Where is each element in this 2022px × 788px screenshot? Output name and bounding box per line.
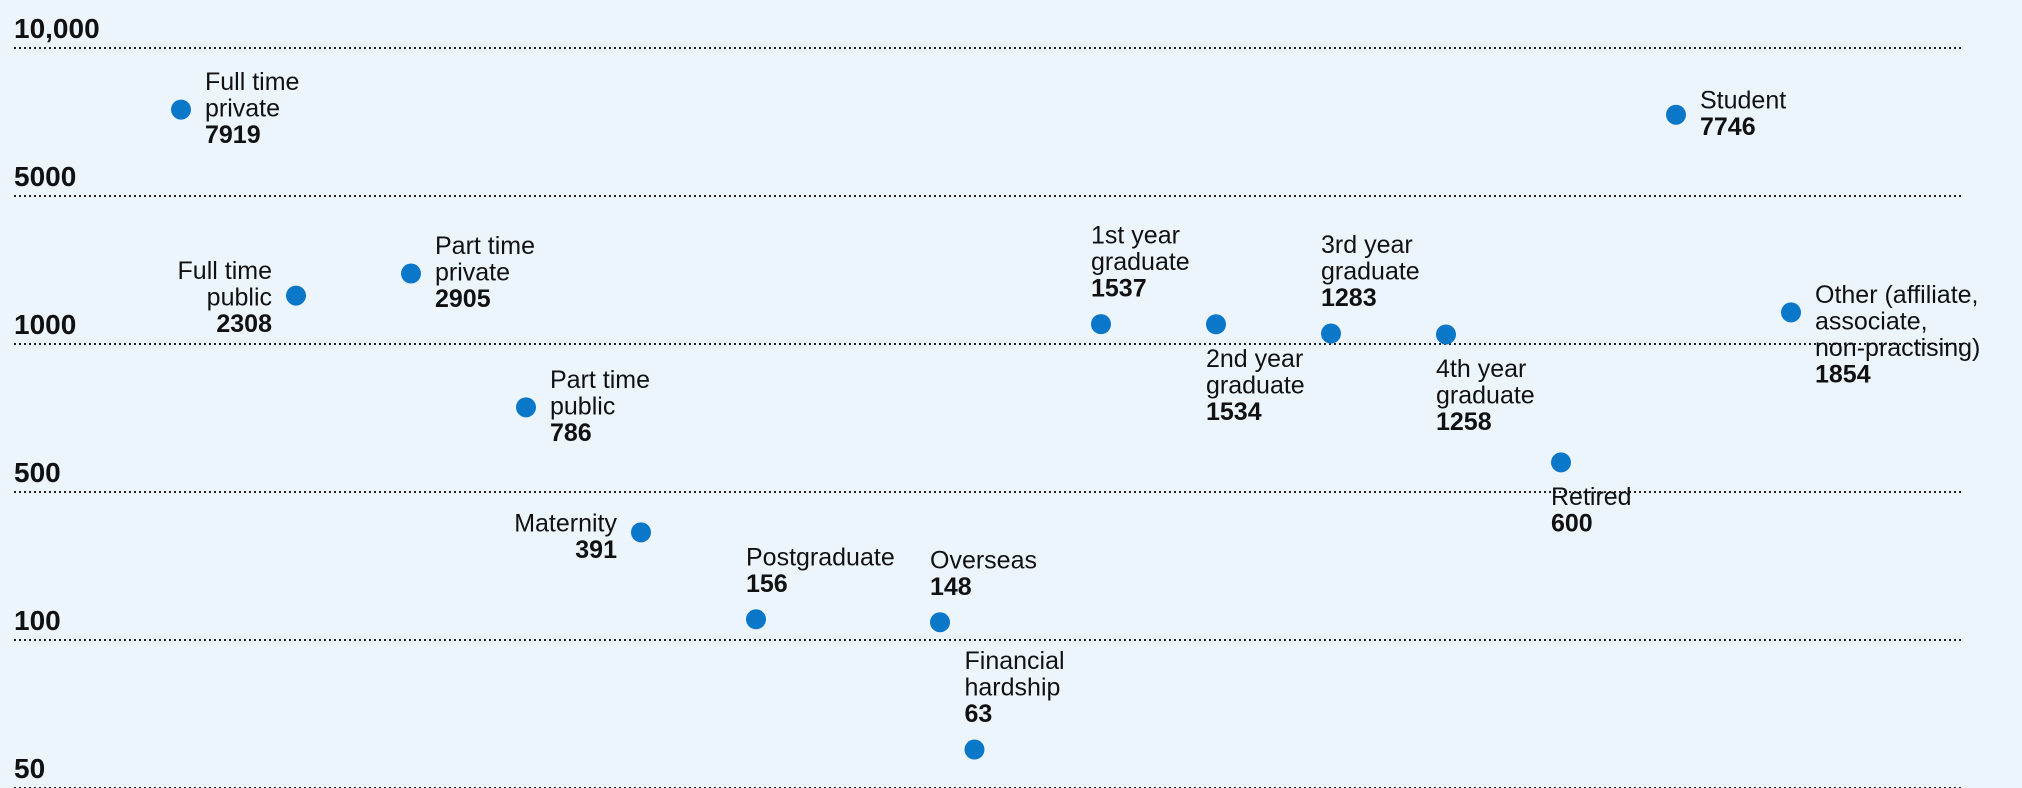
dot bbox=[1206, 314, 1226, 335]
dot bbox=[1091, 314, 1111, 335]
y-tick-label: 5000 bbox=[14, 161, 76, 192]
point-label: Retired bbox=[1551, 483, 1632, 511]
value-label: 156 bbox=[746, 570, 788, 598]
point-label: private bbox=[435, 259, 510, 287]
point-label: Other (affiliate, bbox=[1815, 281, 1979, 309]
value-label: 2905 bbox=[435, 285, 491, 313]
point-label: Part time bbox=[550, 366, 650, 394]
point-label: 4th year bbox=[1436, 355, 1526, 383]
value-label: 1258 bbox=[1436, 408, 1492, 436]
dot bbox=[1551, 452, 1571, 473]
dot bbox=[930, 612, 950, 633]
point-label: associate, bbox=[1815, 308, 1928, 336]
dot bbox=[516, 397, 536, 418]
y-tick-label: 50 bbox=[14, 753, 45, 784]
dot bbox=[964, 739, 985, 760]
point-label: 1st year bbox=[1091, 222, 1180, 250]
value-label: 63 bbox=[965, 700, 993, 728]
point-label: graduate bbox=[1436, 382, 1535, 410]
point-label: Postgraduate bbox=[746, 543, 895, 571]
point-label: private bbox=[205, 95, 280, 123]
y-tick-label: 100 bbox=[14, 605, 61, 636]
value-label: 7746 bbox=[1700, 113, 1756, 141]
value-label: 1283 bbox=[1321, 284, 1377, 312]
value-label: 786 bbox=[550, 419, 592, 447]
dot bbox=[631, 522, 651, 543]
point-label: non-practising) bbox=[1815, 334, 1980, 362]
y-tick-label: 500 bbox=[14, 457, 61, 488]
point-label: 3rd year bbox=[1321, 231, 1413, 259]
y-tick-label: 10,000 bbox=[14, 13, 100, 44]
value-label: 148 bbox=[930, 573, 972, 601]
point-label: Maternity bbox=[514, 509, 617, 537]
point-label: Full time bbox=[205, 68, 299, 96]
point-label: public bbox=[550, 392, 615, 420]
dot bbox=[1436, 324, 1456, 345]
point-label: graduate bbox=[1321, 258, 1420, 286]
y-tick-label: 1000 bbox=[14, 309, 76, 340]
value-label: 391 bbox=[575, 536, 617, 564]
value-label: 600 bbox=[1551, 510, 1593, 538]
dot bbox=[401, 263, 421, 284]
dot bbox=[1321, 323, 1341, 344]
point-label: public bbox=[207, 284, 272, 312]
point-label: Overseas bbox=[930, 546, 1037, 574]
point-label: 2nd year bbox=[1206, 345, 1303, 373]
dot bbox=[171, 99, 191, 120]
point-label: hardship bbox=[965, 674, 1061, 702]
point-label: graduate bbox=[1091, 248, 1190, 276]
point-label: Student bbox=[1700, 86, 1786, 114]
point-label: Part time bbox=[435, 232, 535, 260]
value-label: 2308 bbox=[216, 310, 272, 338]
dot bbox=[1781, 302, 1801, 323]
point-label: Full time bbox=[178, 257, 272, 285]
value-label: 1534 bbox=[1206, 398, 1262, 426]
dot bbox=[286, 285, 306, 306]
dot bbox=[1666, 104, 1686, 125]
value-label: 1854 bbox=[1815, 361, 1871, 389]
value-label: 1537 bbox=[1091, 275, 1147, 303]
value-label: 7919 bbox=[205, 121, 261, 149]
point-label: Financial bbox=[965, 647, 1065, 675]
dot bbox=[746, 609, 766, 630]
point-label: graduate bbox=[1206, 371, 1305, 399]
